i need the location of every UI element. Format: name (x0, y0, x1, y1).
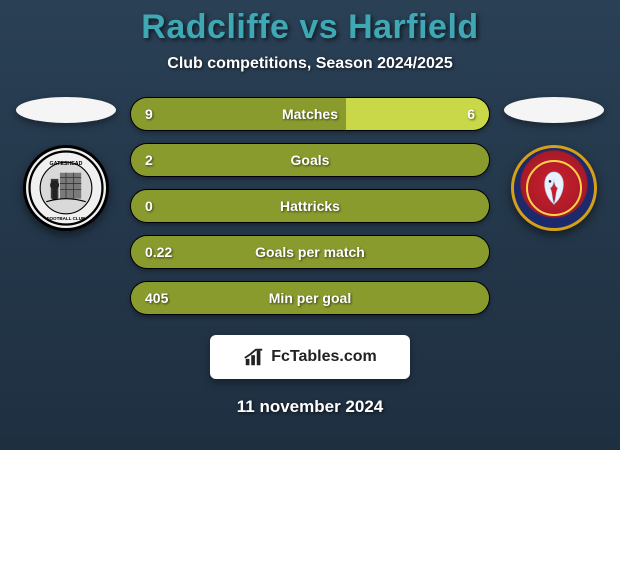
stat-label: Min per goal (131, 290, 489, 306)
stat-label: Goals per match (131, 244, 489, 260)
stats-list: 9 Matches 6 2 Goals 0 Hattricks (130, 97, 490, 315)
stat-row-gpm: 0.22 Goals per match (130, 235, 490, 269)
stat-left-value: 9 (145, 106, 153, 122)
home-club-crest-icon: GATESHEAD FOOTBALL CLUB (28, 150, 104, 226)
svg-text:FOOTBALL CLUB: FOOTBALL CLUB (47, 216, 86, 221)
svg-text:GATESHEAD: GATESHEAD (50, 161, 83, 167)
stat-label: Goals (131, 152, 489, 168)
stat-row-mpg: 405 Min per goal (130, 281, 490, 315)
comparison-widget: Radcliffe vs Harfield Club competitions,… (0, 0, 620, 450)
stat-label: Hattricks (131, 198, 489, 214)
home-club-badge: GATESHEAD FOOTBALL CLUB (23, 145, 109, 231)
away-name-oval (504, 97, 604, 123)
date-label: 11 november 2024 (0, 397, 620, 417)
stat-left-value: 405 (145, 290, 168, 306)
stat-right-value: 6 (467, 106, 475, 122)
away-club-badge (511, 145, 597, 231)
stat-row-goals: 2 Goals (130, 143, 490, 177)
stat-row-matches: 9 Matches 6 (130, 97, 490, 131)
stat-row-hattricks: 0 Hattricks (130, 189, 490, 223)
home-column: GATESHEAD FOOTBALL CLUB (16, 97, 116, 231)
branding-link[interactable]: FcTables.com (210, 335, 410, 379)
subtitle: Club competitions, Season 2024/2025 (0, 55, 620, 73)
main-layout: GATESHEAD FOOTBALL CLUB 9 Matches 6 2 Go… (0, 97, 620, 315)
away-club-crest-icon (534, 168, 574, 208)
stat-left-value: 2 (145, 152, 153, 168)
away-column (504, 97, 604, 231)
stat-left-value: 0.22 (145, 244, 172, 260)
page-title: Radcliffe vs Harfield (0, 8, 620, 47)
stat-label: Matches (131, 106, 489, 122)
stat-left-value: 0 (145, 198, 153, 214)
bar-chart-icon (243, 346, 265, 368)
home-name-oval (16, 97, 116, 123)
branding-text: FcTables.com (271, 348, 377, 366)
